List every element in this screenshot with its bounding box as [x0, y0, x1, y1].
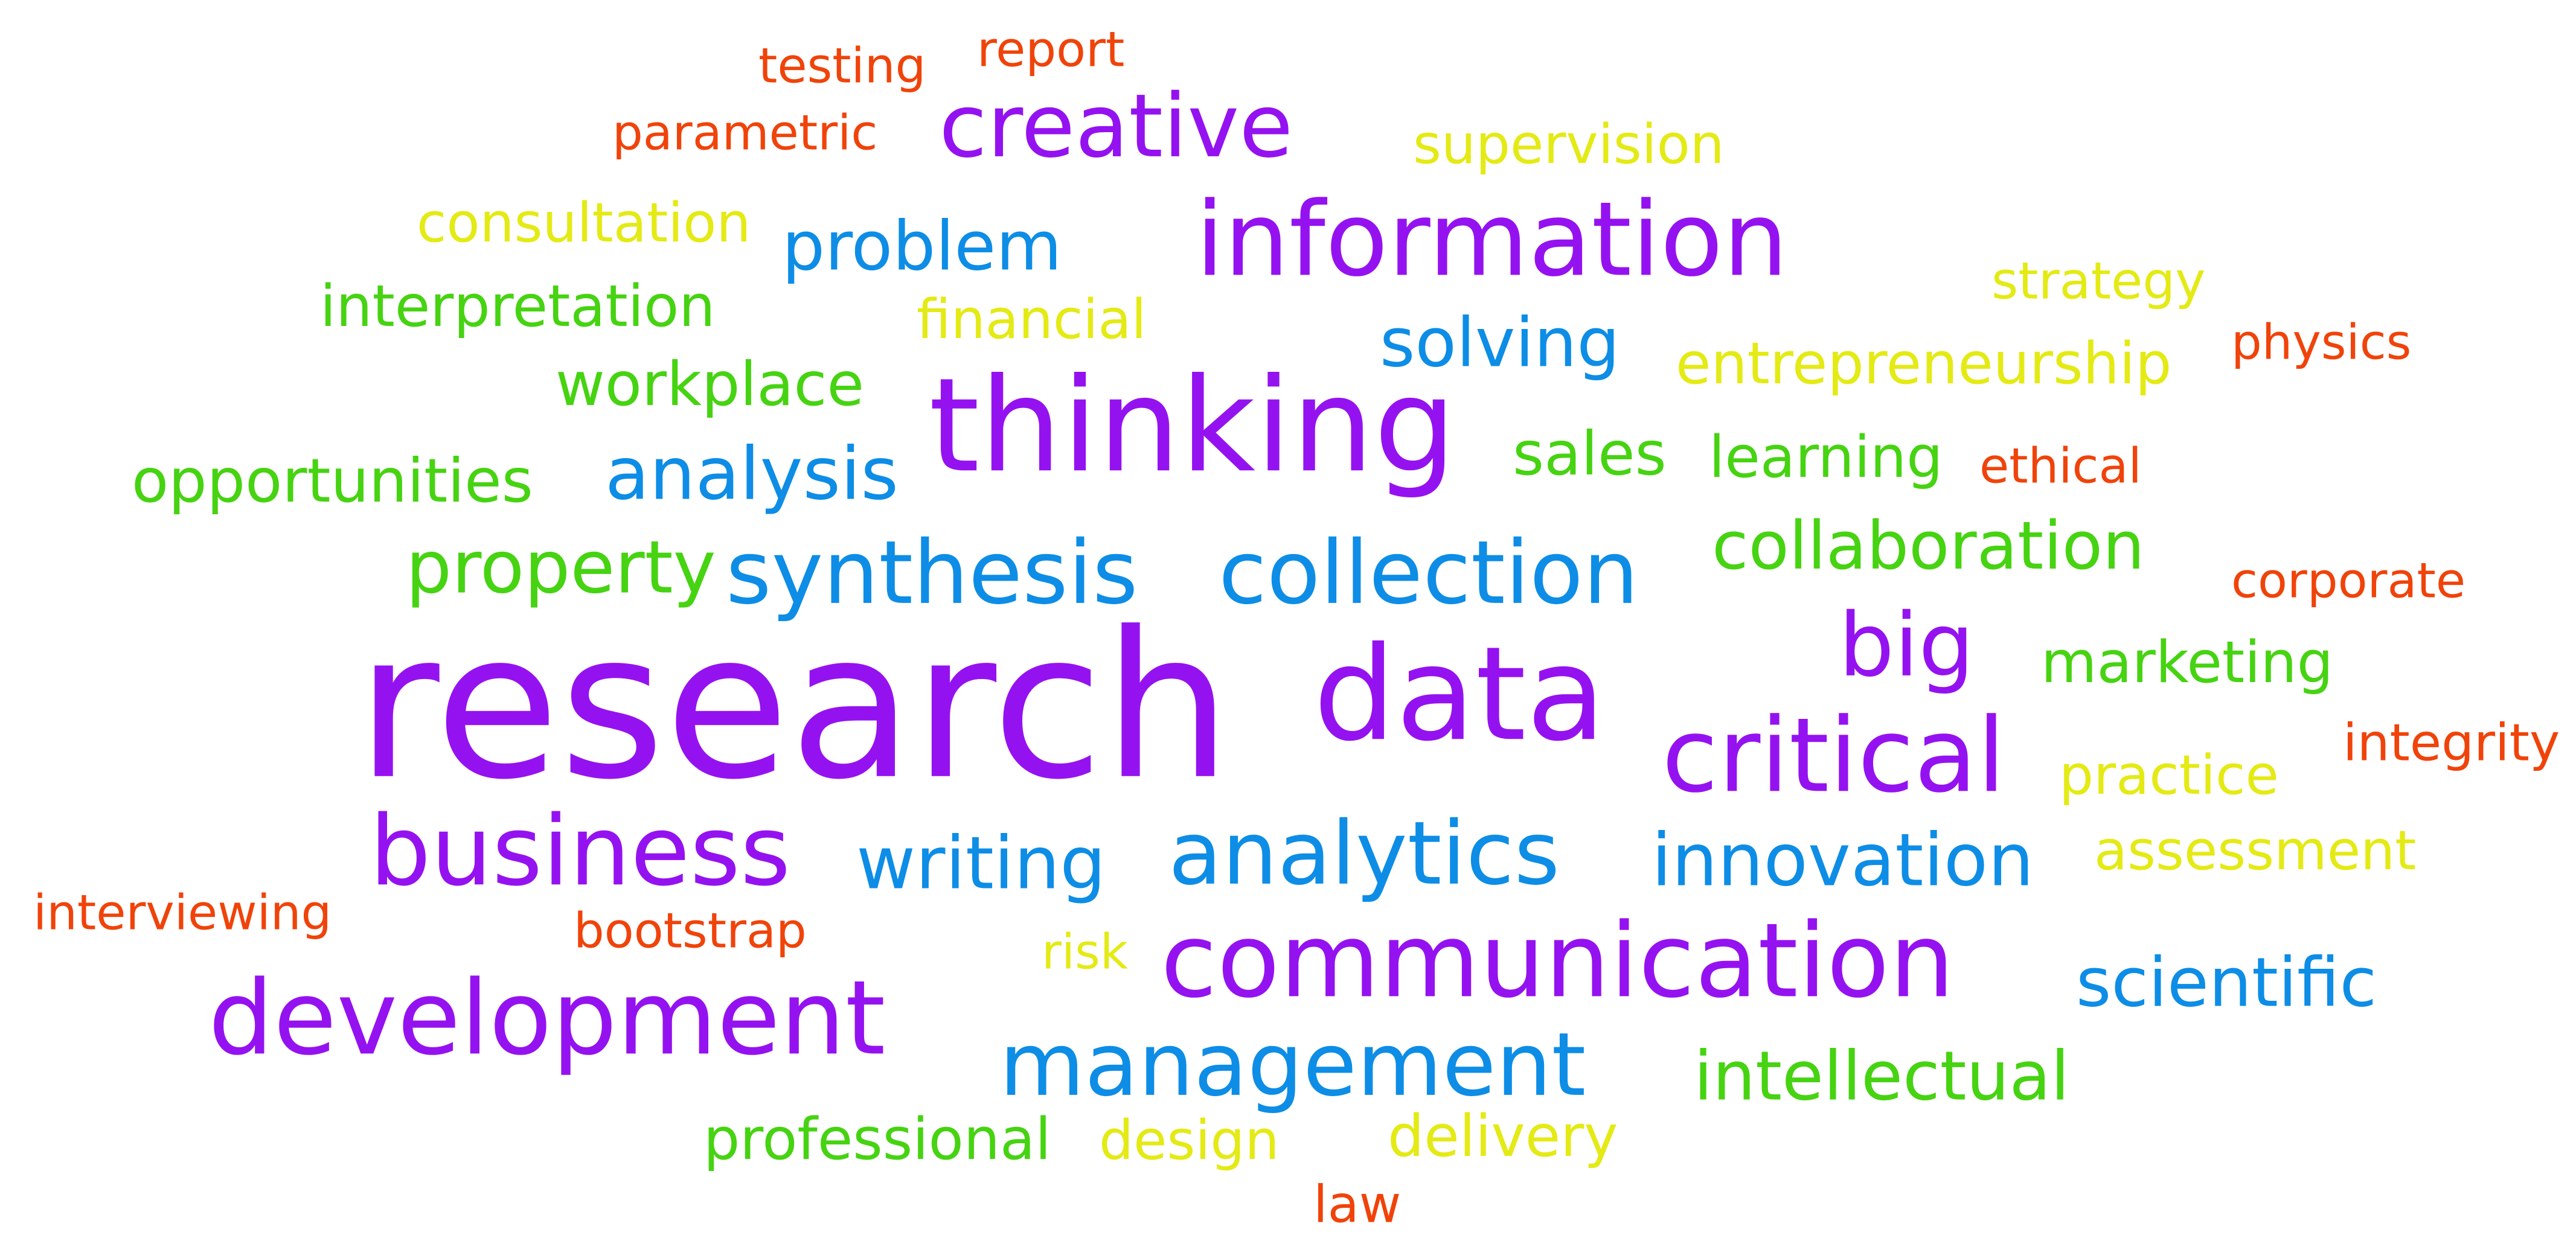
word-critical: critical: [1662, 696, 2006, 816]
word-interviewing: interviewing: [33, 884, 332, 941]
word-testing: testing: [758, 37, 926, 94]
word-practice: practice: [2059, 743, 2279, 807]
word-bootstrap: bootstrap: [574, 902, 807, 959]
word-analysis: analysis: [605, 432, 899, 517]
word-communication: communication: [1161, 901, 1955, 1021]
word-workplace: workplace: [556, 349, 865, 420]
word-financial: financial: [917, 287, 1147, 351]
word-collection: collection: [1219, 522, 1639, 624]
word-parametric: parametric: [612, 104, 878, 161]
word-report: report: [977, 21, 1125, 78]
word-innovation: innovation: [1652, 818, 2034, 903]
word-synthesis: synthesis: [726, 522, 1138, 624]
word-physics: physics: [2231, 314, 2412, 371]
word-supervision: supervision: [1413, 112, 1725, 176]
word-assessment: assessment: [2094, 818, 2417, 882]
word-sales: sales: [1513, 418, 1667, 489]
word-big: big: [1839, 594, 1975, 697]
word-creative: creative: [939, 75, 1293, 177]
word-analytics: analytics: [1168, 802, 1560, 905]
word-interpretation: interpretation: [320, 273, 716, 340]
word-strategy: strategy: [1991, 251, 2206, 311]
word-information: information: [1196, 180, 1789, 300]
word-collaboration: collaboration: [1712, 507, 2145, 585]
word-ethical: ethical: [1979, 438, 2142, 494]
word-problem: problem: [782, 207, 1062, 286]
word-consultation: consultation: [417, 191, 751, 255]
word-development: development: [208, 959, 886, 1079]
word-professional: professional: [703, 1106, 1051, 1173]
word-entrepreneurship: entrepreneurship: [1676, 330, 2172, 397]
word-design: design: [1099, 1108, 1280, 1172]
word-management: management: [999, 1013, 1586, 1116]
word-scientific: scientific: [2076, 943, 2377, 1023]
word-risk: risk: [1042, 924, 1129, 980]
word-learning: learning: [1709, 424, 1943, 491]
word-writing: writing: [856, 822, 1106, 906]
word-business: business: [370, 794, 791, 908]
word-solving: solving: [1380, 304, 1620, 383]
word-intellectual: intellectual: [1694, 1037, 2070, 1116]
word-research: research: [356, 589, 1232, 825]
word-thinking: thinking: [929, 349, 1456, 502]
word-integrity: integrity: [2343, 713, 2560, 773]
word-opportunities: opportunities: [132, 445, 533, 516]
word-property: property: [406, 526, 716, 610]
word-data: data: [1313, 618, 1606, 770]
word-delivery: delivery: [1388, 1103, 1618, 1170]
word-corporate: corporate: [2231, 552, 2466, 609]
word-marketing: marketing: [2041, 629, 2334, 696]
word-law: law: [1313, 1175, 1402, 1235]
